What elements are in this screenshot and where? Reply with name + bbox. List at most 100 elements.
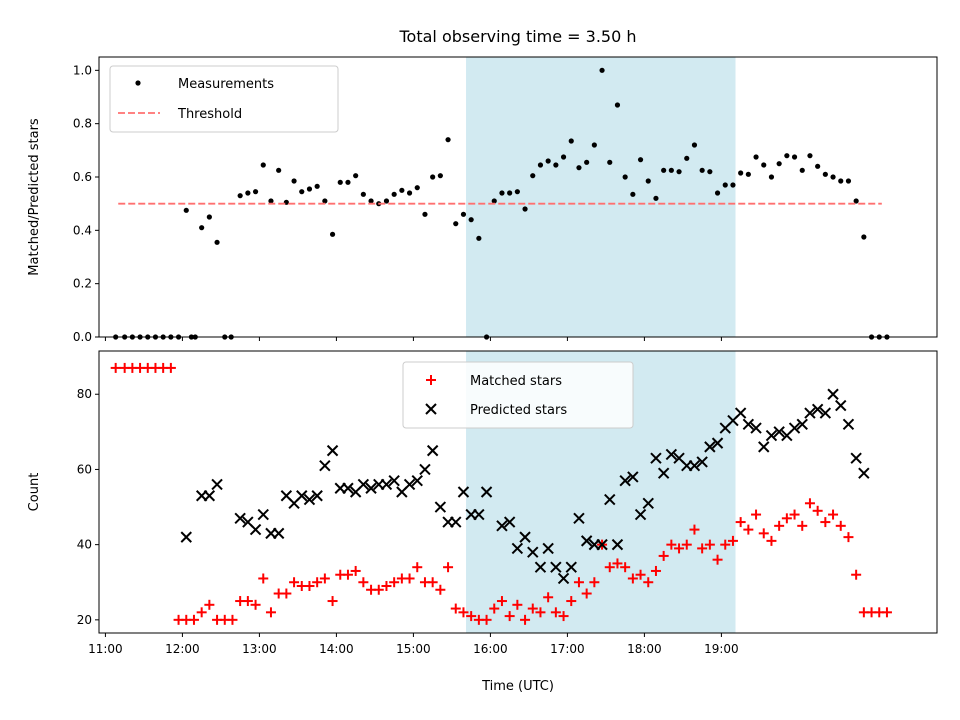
measurement-point bbox=[353, 173, 359, 179]
predicted-point bbox=[180, 531, 192, 543]
measurement-point bbox=[399, 187, 405, 193]
measurement-point bbox=[199, 225, 205, 231]
matched-point bbox=[327, 596, 338, 607]
matched-point bbox=[373, 584, 384, 595]
predicted-point bbox=[357, 478, 370, 491]
matched-point bbox=[566, 596, 577, 607]
measurement-point bbox=[276, 167, 282, 173]
predicted-point bbox=[711, 437, 724, 449]
predicted-point bbox=[788, 422, 801, 434]
measurement-point bbox=[414, 185, 420, 191]
measurement-point bbox=[614, 102, 621, 108]
measurement-point bbox=[653, 195, 659, 201]
y-tick-label: 20 bbox=[77, 613, 92, 627]
matched-point bbox=[535, 607, 546, 618]
predicted-point bbox=[619, 475, 631, 487]
predicted-point bbox=[326, 444, 339, 457]
matched-point bbox=[820, 517, 831, 528]
predicted-point bbox=[650, 452, 662, 464]
top-y-axis-label: Matched/Predicted stars bbox=[27, 118, 42, 276]
measurement-point bbox=[791, 154, 798, 160]
bottom-axes-frame bbox=[98, 350, 938, 634]
predicted-point bbox=[688, 459, 701, 472]
predicted-point bbox=[234, 512, 246, 525]
matched-point bbox=[504, 611, 515, 622]
legend-measurements-marker bbox=[135, 80, 141, 86]
predicted-point bbox=[573, 512, 585, 525]
predicted-point bbox=[411, 475, 423, 487]
matched-point bbox=[735, 517, 746, 528]
y-tick-label: 40 bbox=[77, 538, 92, 552]
matched-point bbox=[165, 362, 176, 373]
measurement-point bbox=[661, 167, 667, 173]
matched-point bbox=[804, 498, 815, 509]
predicted-point bbox=[457, 486, 470, 498]
predicted-point bbox=[634, 508, 647, 521]
matched-point bbox=[227, 614, 238, 625]
measurement-point bbox=[345, 179, 351, 185]
matched-point bbox=[620, 562, 631, 573]
measurement-point bbox=[245, 190, 251, 196]
x-tick-label: 18:00 bbox=[627, 642, 662, 656]
predicted-point bbox=[750, 422, 762, 434]
legend-measurements-label: Measurements bbox=[178, 77, 274, 92]
matched-point bbox=[612, 558, 623, 569]
matched-point bbox=[404, 573, 415, 584]
measurement-point bbox=[584, 159, 590, 165]
matched-point bbox=[627, 573, 638, 584]
matched-point bbox=[450, 603, 461, 614]
measurement-point bbox=[668, 167, 674, 173]
matched-point bbox=[543, 592, 554, 603]
predicted-point bbox=[434, 501, 447, 513]
measurement-point bbox=[206, 214, 212, 220]
matched-point bbox=[281, 588, 292, 599]
measurement-point bbox=[260, 162, 266, 168]
matched-point bbox=[774, 520, 785, 531]
measurement-point bbox=[291, 178, 297, 184]
predicted-point bbox=[842, 418, 855, 431]
predicted-point bbox=[480, 486, 493, 498]
legend-predicted-label: Predicted stars bbox=[470, 403, 567, 418]
matched-point bbox=[389, 577, 400, 588]
measurement-point bbox=[784, 153, 790, 159]
matched-point bbox=[466, 611, 477, 622]
matched-point bbox=[242, 596, 253, 607]
matched-point bbox=[581, 588, 592, 599]
measurement-point bbox=[691, 142, 698, 148]
matched-point bbox=[573, 577, 584, 588]
bottom-x-ticks: 11:00 12:00 13:00 14:00 15:00 16:00 17:00 18:00… bbox=[88, 633, 739, 656]
matched-point bbox=[812, 505, 823, 516]
bottom-y-axis-label: Count bbox=[27, 473, 42, 512]
measurement-point bbox=[430, 174, 436, 180]
measurement-point bbox=[807, 153, 813, 159]
figure-title: Total observing time = 3.50 h bbox=[398, 27, 636, 46]
matched-point bbox=[881, 607, 892, 618]
predicted-point bbox=[835, 399, 847, 412]
measurement-point bbox=[314, 183, 320, 189]
matched-point bbox=[188, 614, 199, 625]
measurement-point bbox=[745, 171, 751, 177]
predicted-point bbox=[534, 561, 547, 573]
measurement-point bbox=[707, 169, 713, 175]
matched-point bbox=[758, 528, 769, 539]
matched-point bbox=[350, 565, 361, 576]
measurement-point bbox=[568, 138, 574, 144]
measurement-point bbox=[699, 167, 705, 173]
predicted-point bbox=[542, 542, 554, 555]
measurement-point bbox=[237, 193, 243, 199]
measurement-point bbox=[507, 190, 513, 196]
matched-point bbox=[697, 543, 708, 554]
predicted-point bbox=[565, 561, 577, 573]
matched-point bbox=[489, 603, 500, 614]
matched-point bbox=[658, 550, 669, 561]
bottom-legend: Matched stars Predicted stars bbox=[402, 361, 634, 429]
measurement-point bbox=[768, 174, 775, 180]
predicted-point bbox=[296, 490, 308, 502]
matched-point bbox=[751, 509, 762, 520]
matched-point bbox=[789, 509, 800, 520]
predicted-point bbox=[580, 535, 593, 547]
measurement-point bbox=[722, 182, 728, 188]
matched-point bbox=[674, 543, 685, 554]
measurement-point bbox=[537, 162, 544, 168]
